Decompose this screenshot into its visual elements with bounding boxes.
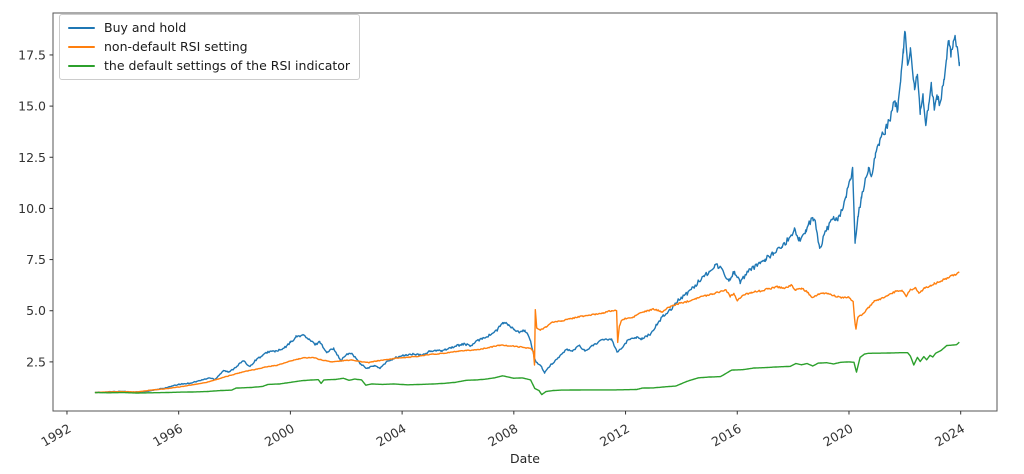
y-tick-label: 12.5 [18,150,46,165]
x-tick-label: 2024 [932,421,967,450]
series-line-1 [94,271,960,394]
x-tick-label: 2004 [374,421,409,450]
x-tick-label: 1992 [38,421,73,450]
x-tick-label: 1996 [150,421,185,450]
legend-label: the default settings of the RSI indicato… [104,58,351,73]
legend-item-default-rsi: the default settings of the RSI indicato… [68,58,350,73]
y-tick-label: 2.5 [26,354,46,369]
legend-label: Buy and hold [104,20,187,35]
legend-label: non-default RSI setting [104,39,248,54]
legend-item-buy-and-hold: Buy and hold [68,20,350,35]
x-tick-label: 2020 [820,421,855,450]
x-tick-label: 2012 [597,421,632,450]
x-tick-label: 2008 [485,421,520,450]
y-tick-label: 5.0 [26,303,46,318]
x-axis-title: Date [510,451,540,466]
y-tick-label: 17.5 [18,47,46,62]
legend-line-swatch-blue [68,26,95,29]
x-tick-label: 2016 [709,421,744,450]
y-tick-label: 7.5 [26,252,46,267]
plot-frame [52,12,998,412]
legend-line-swatch-green [68,64,95,67]
y-tick-label: 15.0 [18,99,46,114]
legend-line-swatch-orange [68,45,95,48]
legend-item-non-default-rsi: non-default RSI setting [68,39,350,54]
y-tick-label: 10.0 [18,201,46,216]
series-line-2 [94,341,960,396]
series-line-0 [94,30,960,394]
x-tick-label: 2000 [262,421,297,450]
legend: Buy and hold non-default RSI setting the… [59,14,361,80]
